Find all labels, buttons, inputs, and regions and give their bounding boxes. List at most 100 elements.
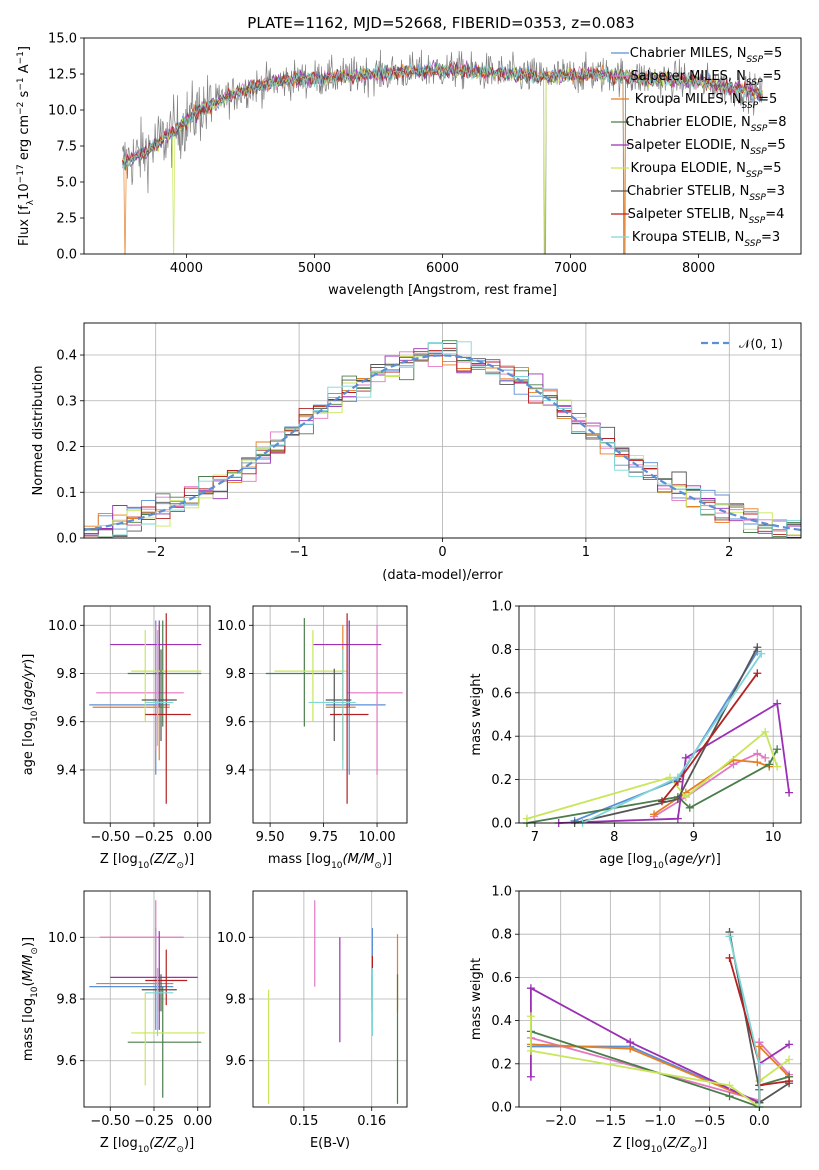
x-tick-label: 0: [438, 545, 446, 560]
legend-entry-part: Kroupa ELODIE, N: [630, 161, 745, 176]
y-tick-label: 1.0: [491, 600, 512, 615]
age_vs_Z-ylabel-part: age [log: [21, 722, 36, 775]
mass-weight-marker: [753, 669, 762, 678]
mass_vs_ebv-xlabel: E(B-V): [310, 1136, 350, 1151]
age_vs_Z-ylabel: age [log10(age/yr)]: [21, 654, 40, 776]
y-tick-label: 9.8: [56, 667, 77, 682]
x-tick-label: 2: [725, 545, 733, 560]
spectrum-ylabel-part: −1: [16, 77, 26, 90]
spectrum-ylabel-part: erg cm: [17, 115, 32, 164]
mass-weight-marker: [526, 1072, 535, 1081]
x-tick-label: 7: [531, 830, 539, 845]
mass-weight-line: [530, 1016, 790, 1109]
y-tick-label: 0.4: [56, 349, 77, 364]
mass_vs_Z-ylabel-part: ⊙: [30, 947, 40, 955]
x-tick-label: −0.5: [694, 1114, 726, 1129]
mass-weight-marker: [757, 649, 766, 658]
mass_weight_vs_Z-series: [526, 928, 794, 1111]
y-tick-label: 10.0: [48, 931, 77, 946]
mass_weight_vs_age-xlabel-part: age [log: [599, 852, 652, 867]
legend-entry-part: SSP: [742, 101, 759, 111]
mass-weight-marker: [526, 1012, 535, 1021]
x-tick-label: 8000: [682, 261, 715, 276]
x-tick-label: −0.25: [134, 830, 174, 845]
legend-entry: Kroupa ELODIE, NSSP=5: [630, 161, 781, 180]
mass_vs_Z-ylabel-part: )]: [21, 937, 36, 947]
mass_weight_vs_age-xlabel: age [log10(age/yr)]: [599, 852, 721, 871]
y-tick-label: 0.2: [56, 440, 77, 455]
age_vs_Z-ylabel-part: 10: [30, 710, 40, 722]
legend-entry-part: SSP: [749, 216, 766, 226]
mass_vs_Z-axes: [84, 891, 210, 1107]
figure-title: PLATE=1162, MJD=52668, FIBERID=0353, z=0…: [247, 14, 634, 32]
age_vs_Z-ylabel-part: (: [21, 706, 36, 711]
y-tick-label: 0.8: [491, 643, 512, 658]
mass_weight_vs_Z-xlabel-part: )]: [697, 1136, 707, 1151]
mass_weight_vs_age-xlabel-part: age/yr: [669, 852, 712, 867]
mass_vs_Z-xlabel-part: ⊙: [176, 1145, 184, 1155]
legend-entry-part: Chabrier MILES, N: [630, 46, 747, 61]
legend-entry-part: =5: [762, 69, 781, 84]
mass_weight_vs_age-xlabel-part: (: [664, 852, 669, 867]
legend-entry-part: Kroupa MILES, N: [635, 92, 742, 107]
y-tick-label: 0.4: [491, 1014, 512, 1029]
y-tick-label: 9.8: [225, 993, 246, 1008]
legend-entry-part: SSP: [746, 78, 763, 88]
residuals-xlabel: (data-model)/error: [382, 568, 503, 583]
y-tick-label: 0.6: [491, 971, 512, 986]
mass_weight_vs_Z-xlabel-part: Z [log: [613, 1136, 651, 1151]
x-tick-label: −1.0: [644, 1114, 676, 1129]
mass-weight-marker: [785, 1077, 794, 1086]
legend-entry: Chabrier STELIB, NSSP=3: [627, 184, 785, 203]
axes-frame: [83, 605, 211, 824]
mass_vs_Z-ylabel-part: (: [21, 981, 36, 986]
y-tick-label: 9.6: [56, 1054, 77, 1069]
mass_vs_ebv-axes: [253, 891, 407, 1107]
y-tick-label: 0.0: [491, 817, 512, 832]
x-tick-label: −0.50: [90, 830, 130, 845]
mass-weight-marker: [626, 1038, 635, 1047]
mass_weight_vs_Z-xlabel-part: Z/Z: [666, 1136, 690, 1151]
x-tick-label: −2.0: [545, 1114, 577, 1129]
legend-entry-part: SSP: [749, 193, 766, 203]
y-tick-label: 0.3: [56, 394, 77, 409]
legend-entry-part: =4: [765, 207, 784, 222]
mass-weight-marker: [761, 753, 770, 762]
mass_vs_ebv-errorbars: [268, 900, 399, 1104]
x-tick-label: 9.75: [309, 830, 338, 845]
y-tick-label: 9.6: [56, 715, 77, 730]
age_vs_mass-errorbars: [265, 613, 403, 804]
y-tick-label: 0.0: [56, 532, 77, 547]
age_vs_Z-xlabel-part: Z [log: [100, 852, 138, 867]
x-tick-label: 0.16: [357, 1114, 386, 1129]
x-tick-label: 4000: [170, 261, 203, 276]
age_vs_mass-frame: 9.50 9.75 10.00 9.4 9.6 9.8 10.0: [217, 605, 408, 845]
legend-entry: Kroupa MILES, NSSP=5: [635, 92, 778, 111]
legend-entry: Chabrier MILES, NSSP=5: [630, 46, 782, 65]
legend-entry: Salpeter ELODIE, NSSP=5: [626, 138, 786, 157]
mass-weight-marker: [657, 797, 666, 806]
mass-weight-marker: [522, 814, 531, 823]
mass-weight-marker: [526, 1046, 535, 1055]
age_vs_mass-xlabel-part: ⊙: [374, 861, 382, 871]
gaussian-legend-label: 𝒩(0, 1): [739, 337, 783, 351]
legend-entry-part: =3: [761, 230, 780, 245]
legend-entry-part: Chabrier ELODIE, N: [626, 115, 751, 130]
spectrum-ylabel-part: λ: [26, 199, 36, 205]
y-tick-label: 10.0: [217, 619, 246, 634]
spectrum-ylabel-part: ]: [17, 46, 32, 51]
legend-entry-part: Salpeter STELIB, N: [628, 207, 749, 222]
gaussian-curve: [84, 354, 801, 532]
legend-entry-part: =3: [766, 184, 785, 199]
legend-entry-part: =5: [767, 138, 786, 153]
x-tick-label: −0.25: [134, 1114, 174, 1129]
residual-histogram-step: [84, 341, 801, 538]
age_vs_mass-xlabel-part: mass [log: [268, 852, 331, 867]
y-tick-label: 15.0: [48, 32, 77, 47]
mass_weight_vs_age-series: [522, 643, 794, 827]
mass_vs_Z-xlabel-part: Z [log: [100, 1136, 138, 1151]
spectrum-xlabel: wavelength [Angstrom, rest frame]: [328, 283, 557, 298]
legend-entry: Salpeter STELIB, NSSP=4: [628, 207, 785, 226]
residuals-frame: −2 −1 0 1 2 0.0 0.1 0.2 0.3 0.4: [56, 322, 802, 560]
